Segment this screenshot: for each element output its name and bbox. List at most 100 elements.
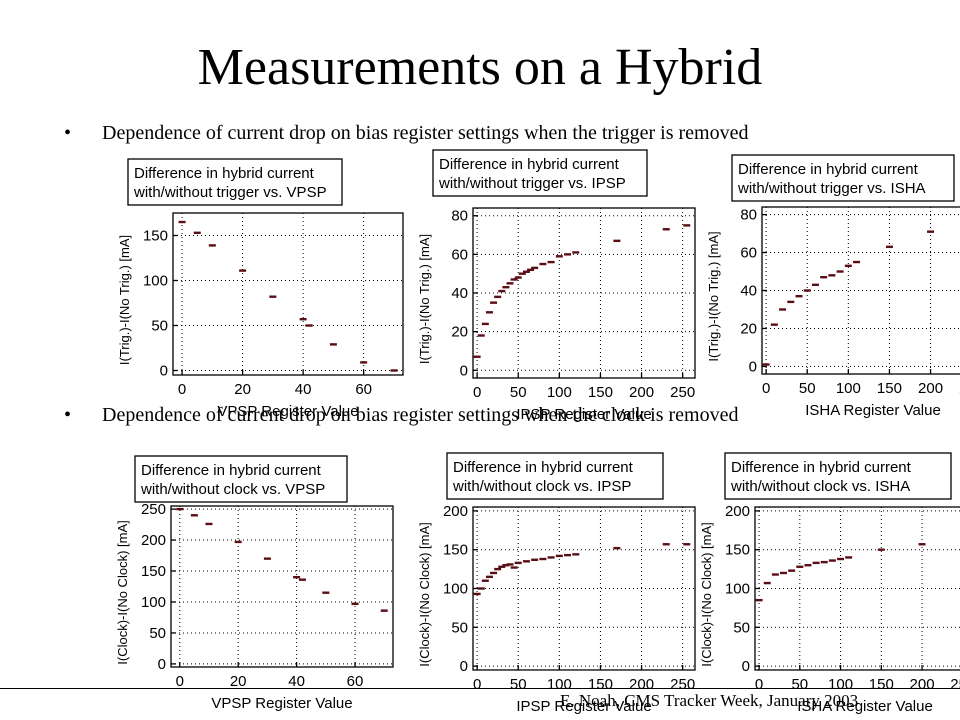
data-point <box>490 301 498 304</box>
data-point <box>828 559 836 562</box>
chart-svg: Difference in hybrid current with/without… <box>117 158 404 420</box>
chart-title-line: Difference in hybrid current <box>738 161 919 178</box>
footer-credit: E. Noah, CMS Tracker Week, January 2003 <box>560 691 859 710</box>
data-point <box>485 575 493 579</box>
bullet-trigger: • Dependence of current drop on bias regi… <box>64 121 748 145</box>
data-point <box>514 561 522 565</box>
data-point <box>844 264 852 268</box>
data-point <box>613 546 621 550</box>
data-point <box>502 286 510 289</box>
x-axis-label: IPSP Register Value <box>516 406 651 423</box>
slide-title: Measurements on a Hybrid <box>197 39 763 96</box>
data-point <box>269 295 277 298</box>
y-tick-label: 150 <box>143 228 168 245</box>
data-point <box>510 278 518 281</box>
y-tick-label: 40 <box>451 285 468 302</box>
data-point <box>918 543 926 546</box>
data-point <box>820 560 828 564</box>
data-point <box>481 322 489 326</box>
x-tick-label: 200 <box>918 380 943 397</box>
data-point <box>803 289 811 292</box>
y-tick-label: 60 <box>451 246 468 263</box>
data-point <box>564 253 572 256</box>
chart-trigger-vpsp: Difference in hybrid current with/without… <box>90 155 404 420</box>
chart-title-line: with/without clock vs. IPSP <box>452 478 631 495</box>
data-point <box>527 268 535 272</box>
y-axis-label: I(Clock)-I(No Clock) [mA] <box>417 522 432 666</box>
y-tick-label: 150 <box>725 542 750 559</box>
y-tick-label: 0 <box>749 358 757 375</box>
y-tick-label: 200 <box>725 503 750 520</box>
data-point <box>795 294 803 298</box>
chart-clock-vpsp: Difference in hybrid current with/without… <box>93 452 394 712</box>
y-tick-label: 100 <box>725 581 750 598</box>
data-point <box>322 591 330 594</box>
data-point <box>812 561 820 565</box>
data-point <box>176 507 184 511</box>
y-tick-label: 100 <box>141 594 166 611</box>
x-tick-label: 60 <box>347 673 364 690</box>
chart-title-line: Difference in hybrid current <box>453 459 634 476</box>
plot-frame <box>172 212 404 376</box>
data-point <box>477 334 485 337</box>
y-tick-label: 80 <box>740 207 757 224</box>
x-tick-label: 150 <box>877 380 902 397</box>
data-point <box>522 560 530 563</box>
bullet-clock: • Dependence of current drop on bias regi… <box>64 403 738 427</box>
data-point <box>811 283 819 287</box>
y-tick-label: 0 <box>160 363 168 380</box>
chart-title-line: Difference in hybrid current <box>141 462 322 479</box>
data-point <box>539 262 547 266</box>
plot-frame <box>170 505 394 668</box>
y-axis-label: I(Clock)-I(No Clock) [mA] <box>115 520 130 664</box>
y-tick-label: 0 <box>460 658 468 675</box>
x-tick-label: 200 <box>629 384 654 401</box>
data-point <box>263 557 271 560</box>
data-point <box>205 522 213 526</box>
x-tick-label: 50 <box>510 384 527 401</box>
data-point <box>787 300 795 304</box>
chart-title-box <box>432 149 648 197</box>
data-point <box>547 260 555 264</box>
chart-svg: Difference in hybrid current with/without… <box>417 149 696 423</box>
data-point <box>780 571 788 575</box>
data-point <box>572 251 580 254</box>
y-tick-label: 80 <box>451 208 468 225</box>
data-point <box>494 295 502 299</box>
data-point <box>473 592 481 596</box>
data-point <box>506 563 514 566</box>
chart-title-line: with/without trigger vs. IPSP <box>438 175 626 192</box>
x-axis-label: IPSP Register Value <box>516 698 651 715</box>
y-axis-label: I(Trig.)-I(No Trig.) [mA] <box>117 235 132 365</box>
data-point <box>473 355 481 358</box>
x-tick-label: 150 <box>588 384 613 401</box>
x-tick-label: 0 <box>755 676 763 693</box>
data-point <box>234 540 242 544</box>
chart-trigger-isha: Difference in hybrid current with/without… <box>690 150 960 419</box>
data-point <box>927 230 935 233</box>
x-axis-label: ISHA Register Value <box>797 698 933 715</box>
data-point <box>498 289 506 293</box>
data-point <box>771 573 779 576</box>
data-point <box>531 558 539 561</box>
y-tick-label: 100 <box>143 273 168 290</box>
y-tick-label: 100 <box>443 581 468 598</box>
chart-trigger-ipsp: Difference in hybrid current with/without… <box>405 148 696 423</box>
data-point <box>498 565 506 568</box>
data-point <box>755 598 763 602</box>
y-tick-label: 0 <box>460 362 468 379</box>
data-point <box>239 269 247 272</box>
data-point <box>796 565 804 568</box>
y-tick-label: 200 <box>141 532 166 549</box>
data-point <box>208 244 216 247</box>
data-point <box>547 556 555 559</box>
y-tick-label: 150 <box>141 563 166 580</box>
data-point <box>555 554 563 558</box>
data-point <box>837 557 845 561</box>
chart-title-box <box>134 455 348 503</box>
y-tick-label: 20 <box>740 320 757 337</box>
bullet-dot: • <box>64 404 72 426</box>
data-point <box>490 571 498 575</box>
plot-frame <box>754 506 960 671</box>
chart-title-line: with/without clock vs. VPSP <box>140 481 325 498</box>
